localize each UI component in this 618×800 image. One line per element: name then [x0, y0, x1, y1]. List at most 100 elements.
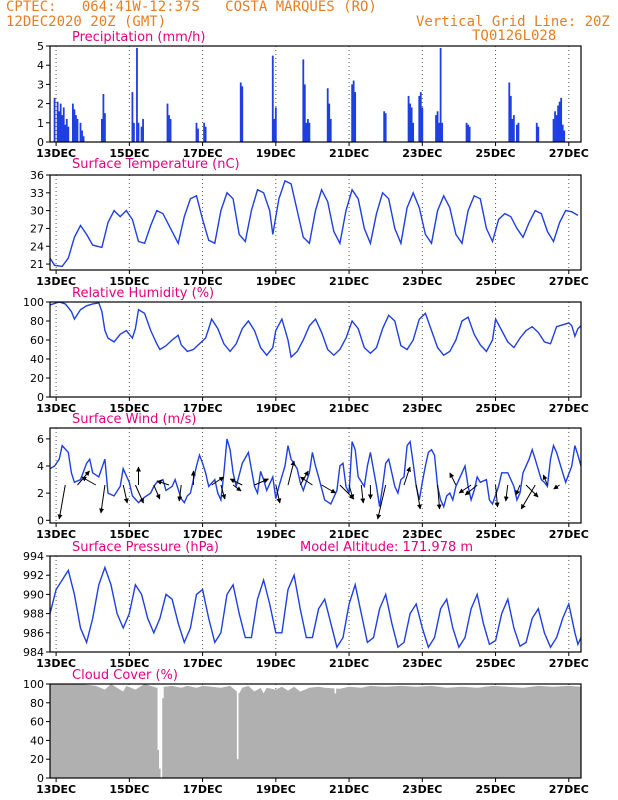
x-tick-label: 25DEC: [476, 147, 516, 160]
precip-bar: [468, 126, 471, 142]
panel-title: Cloud Cover (%): [72, 668, 178, 683]
precip-bar: [166, 103, 169, 142]
y-tick-label: 1: [37, 117, 44, 130]
precip-bar: [56, 101, 59, 142]
precip-bar: [352, 80, 355, 142]
x-tick-label: 25DEC: [476, 528, 516, 541]
wind-arrow: [81, 476, 97, 486]
x-tick-label: 19DEC: [256, 402, 296, 415]
precip-bar: [71, 103, 74, 142]
x-tick-label: 27DEC: [549, 783, 589, 796]
wind-arrow: [376, 484, 387, 520]
y-tick-label: 80: [30, 697, 44, 710]
y-tick-label: 5: [37, 40, 44, 53]
x-tick-label: 21DEC: [329, 783, 369, 796]
precip-bar: [467, 124, 469, 142]
y-tick-label: 20: [30, 372, 44, 385]
precip-bar: [137, 122, 140, 142]
y-tick-label: 60: [30, 334, 44, 347]
y-tick-label: 0: [37, 136, 44, 149]
wind-arrow: [553, 484, 560, 490]
precip-bar: [204, 126, 207, 142]
y-tick-label: 994: [23, 550, 44, 563]
panel-title: Surface Wind (m/s): [72, 412, 196, 427]
y-tick-label: 986: [23, 627, 44, 640]
precip-bar: [516, 124, 518, 142]
x-tick-label: 13DEC: [36, 402, 76, 415]
wind-arrow: [415, 484, 422, 510]
precip-bar: [560, 97, 563, 142]
precip-bar: [239, 82, 242, 142]
precip-bar: [555, 115, 558, 142]
precip-bar: [67, 126, 70, 142]
precip-bar: [410, 107, 413, 142]
precip-bar: [305, 122, 308, 142]
precip-bar: [62, 107, 65, 142]
precip-bar: [421, 107, 424, 142]
x-tick-label: 23DEC: [402, 783, 442, 796]
panel-frame: [49, 45, 582, 143]
wind-arrow: [211, 476, 225, 486]
y-tick-label: 100: [23, 678, 44, 691]
x-tick-label: 23DEC: [402, 275, 442, 288]
wind-arrow: [520, 484, 536, 510]
x-tick-label: 23DEC: [402, 657, 442, 670]
precip-bar: [409, 103, 412, 142]
precip-bar: [53, 97, 56, 142]
precip-bar: [418, 95, 421, 142]
x-tick-label: 19DEC: [256, 528, 296, 541]
x-tick-label: 17DEC: [183, 147, 223, 160]
x-tick-label: 21DEC: [329, 402, 369, 415]
x-tick-label: 25DEC: [476, 402, 516, 415]
x-tick-label: 17DEC: [183, 275, 223, 288]
wind-arrow: [494, 484, 500, 508]
wind-arrow: [220, 484, 227, 500]
y-tick-label: 2: [37, 487, 44, 500]
y-tick-label: 36: [30, 169, 44, 182]
cloud-gap: [334, 684, 337, 694]
panel-title: Precipitation (mm/h): [72, 30, 205, 45]
y-tick-label: 33: [30, 187, 44, 200]
precip-bar: [351, 84, 354, 142]
wind-arrow: [348, 484, 355, 500]
precip-bar: [441, 122, 444, 142]
precip-bar: [271, 55, 274, 142]
precip-bar: [384, 113, 387, 142]
precip-bar: [557, 105, 560, 142]
precip-bar: [61, 115, 64, 142]
precip-bar: [308, 122, 311, 142]
x-tick-label: 27DEC: [549, 147, 589, 160]
wind-arrow: [287, 460, 296, 486]
x-tick-label: 17DEC: [183, 783, 223, 796]
header-grid-note: Vertical Grid Line: 20Z: [416, 14, 610, 30]
y-tick-label: 20: [30, 753, 44, 766]
wind-arrow: [232, 484, 242, 492]
wind-arrow: [464, 484, 478, 496]
precip-bar: [512, 115, 515, 142]
x-tick-label: 15DEC: [109, 147, 149, 160]
wind-arrow: [542, 474, 548, 486]
precip-bar: [509, 95, 512, 142]
wind-arrow: [57, 484, 66, 520]
y-tick-label: 0: [37, 391, 44, 404]
x-tick-label: 23DEC: [402, 402, 442, 415]
x-tick-label: 19DEC: [256, 783, 296, 796]
precip-bar: [329, 118, 332, 142]
x-tick-label: 13DEC: [36, 147, 76, 160]
x-tick-label: 17DEC: [183, 528, 223, 541]
wind-arrow: [134, 484, 144, 504]
cloud-gap: [159, 684, 161, 769]
wind-arrow: [360, 484, 366, 504]
y-tick-label: 27: [30, 222, 44, 235]
x-tick-label: 25DEC: [476, 657, 516, 670]
wind-arrow: [275, 484, 282, 504]
y-tick-label: 40: [30, 353, 44, 366]
x-tick-label: 15DEC: [109, 783, 149, 796]
precip-bar: [241, 86, 244, 142]
x-tick-label: 25DEC: [476, 783, 516, 796]
precip-bar: [517, 122, 520, 142]
y-tick-label: 30: [30, 205, 44, 218]
x-tick-label: 21DEC: [329, 275, 369, 288]
model-altitude-label: Model Altitude: 171.978 m: [300, 540, 473, 555]
